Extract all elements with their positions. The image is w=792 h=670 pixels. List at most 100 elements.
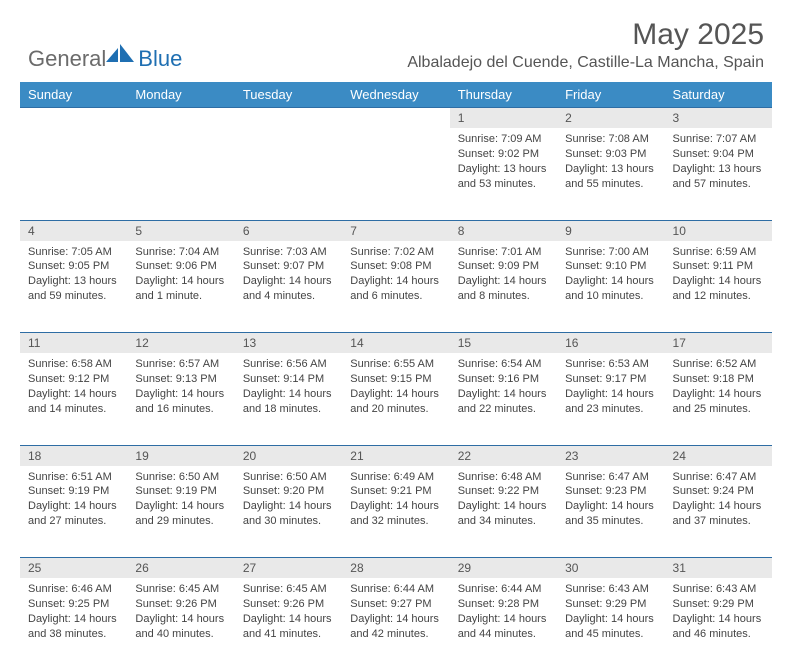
day-body-cell: Sunrise: 6:51 AMSunset: 9:19 PMDaylight:… [20,466,127,558]
daylight-text: Daylight: 14 hours and 32 minutes. [350,499,441,529]
day-body-cell: Sunrise: 6:44 AMSunset: 9:28 PMDaylight:… [450,578,557,670]
day-number-cell: 28 [342,558,449,579]
daylight-text: Daylight: 14 hours and 40 minutes. [135,612,226,642]
sunrise-text: Sunrise: 7:09 AM [458,132,549,147]
weekday-header: Saturday [665,82,772,108]
sunrise-text: Sunrise: 6:47 AM [565,470,656,485]
sunset-text: Sunset: 9:16 PM [458,372,549,387]
sunset-text: Sunset: 9:12 PM [28,372,119,387]
day-body-cell: Sunrise: 6:59 AMSunset: 9:11 PMDaylight:… [665,241,772,333]
sunrise-text: Sunrise: 7:04 AM [135,245,226,260]
day-body-cell: Sunrise: 6:58 AMSunset: 9:12 PMDaylight:… [20,353,127,445]
sunset-text: Sunset: 9:21 PM [350,484,441,499]
day-body-cell: Sunrise: 6:43 AMSunset: 9:29 PMDaylight:… [557,578,664,670]
daylight-text: Daylight: 14 hours and 1 minute. [135,274,226,304]
day-number-cell: 8 [450,220,557,241]
day-number-cell: 14 [342,333,449,354]
day-number-cell: 23 [557,445,664,466]
sunrise-text: Sunrise: 7:05 AM [28,245,119,260]
sunset-text: Sunset: 9:23 PM [565,484,656,499]
sunset-text: Sunset: 9:19 PM [28,484,119,499]
weekday-header: Wednesday [342,82,449,108]
daylight-text: Daylight: 14 hours and 6 minutes. [350,274,441,304]
sunset-text: Sunset: 9:27 PM [350,597,441,612]
day-body-cell: Sunrise: 6:50 AMSunset: 9:19 PMDaylight:… [127,466,234,558]
daylight-text: Daylight: 14 hours and 46 minutes. [673,612,764,642]
daylight-text: Daylight: 14 hours and 10 minutes. [565,274,656,304]
day-body-row: Sunrise: 7:09 AMSunset: 9:02 PMDaylight:… [20,128,772,220]
weekday-header: Sunday [20,82,127,108]
sunrise-text: Sunrise: 6:52 AM [673,357,764,372]
sunset-text: Sunset: 9:26 PM [135,597,226,612]
sunrise-text: Sunrise: 6:44 AM [458,582,549,597]
daylight-text: Daylight: 14 hours and 27 minutes. [28,499,119,529]
daylight-text: Daylight: 14 hours and 37 minutes. [673,499,764,529]
sunset-text: Sunset: 9:09 PM [458,259,549,274]
sunset-text: Sunset: 9:02 PM [458,147,549,162]
sunrise-text: Sunrise: 7:02 AM [350,245,441,260]
day-number-cell: 13 [235,333,342,354]
day-body-cell [342,128,449,220]
day-number-cell: 15 [450,333,557,354]
day-body-cell: Sunrise: 6:50 AMSunset: 9:20 PMDaylight:… [235,466,342,558]
day-body-cell: Sunrise: 6:44 AMSunset: 9:27 PMDaylight:… [342,578,449,670]
logo-sail-icon [106,44,134,62]
sunset-text: Sunset: 9:14 PM [243,372,334,387]
sunrise-text: Sunrise: 6:54 AM [458,357,549,372]
sunrise-text: Sunrise: 6:57 AM [135,357,226,372]
day-number-cell: 10 [665,220,772,241]
day-body-cell [235,128,342,220]
day-number-cell: 31 [665,558,772,579]
day-body-cell: Sunrise: 6:47 AMSunset: 9:23 PMDaylight:… [557,466,664,558]
day-body-row: Sunrise: 6:46 AMSunset: 9:25 PMDaylight:… [20,578,772,670]
day-number-cell [127,108,234,129]
daylight-text: Daylight: 14 hours and 44 minutes. [458,612,549,642]
sunrise-text: Sunrise: 6:59 AM [673,245,764,260]
sunset-text: Sunset: 9:20 PM [243,484,334,499]
day-number-cell: 9 [557,220,664,241]
sunrise-text: Sunrise: 6:50 AM [243,470,334,485]
day-body-row: Sunrise: 7:05 AMSunset: 9:05 PMDaylight:… [20,241,772,333]
daylight-text: Daylight: 14 hours and 12 minutes. [673,274,764,304]
daylight-text: Daylight: 14 hours and 14 minutes. [28,387,119,417]
daylight-text: Daylight: 14 hours and 45 minutes. [565,612,656,642]
sunrise-text: Sunrise: 6:53 AM [565,357,656,372]
day-body-cell: Sunrise: 6:46 AMSunset: 9:25 PMDaylight:… [20,578,127,670]
sunrise-text: Sunrise: 6:50 AM [135,470,226,485]
day-body-cell: Sunrise: 6:48 AMSunset: 9:22 PMDaylight:… [450,466,557,558]
daylight-text: Daylight: 13 hours and 53 minutes. [458,162,549,192]
daylight-text: Daylight: 13 hours and 57 minutes. [673,162,764,192]
sunrise-text: Sunrise: 6:45 AM [135,582,226,597]
weekday-header: Tuesday [235,82,342,108]
day-body-cell: Sunrise: 7:04 AMSunset: 9:06 PMDaylight:… [127,241,234,333]
day-body-cell: Sunrise: 6:55 AMSunset: 9:15 PMDaylight:… [342,353,449,445]
day-number-cell: 19 [127,445,234,466]
sunrise-text: Sunrise: 6:49 AM [350,470,441,485]
logo-text-blue: Blue [138,46,182,72]
month-title: May 2025 [407,18,764,52]
logo-text-general: General [28,46,106,72]
day-number-cell: 29 [450,558,557,579]
sunrise-text: Sunrise: 6:43 AM [565,582,656,597]
sunrise-text: Sunrise: 7:01 AM [458,245,549,260]
sunrise-text: Sunrise: 7:03 AM [243,245,334,260]
sunrise-text: Sunrise: 6:51 AM [28,470,119,485]
daylight-text: Daylight: 14 hours and 42 minutes. [350,612,441,642]
day-body-cell: Sunrise: 7:05 AMSunset: 9:05 PMDaylight:… [20,241,127,333]
sunset-text: Sunset: 9:15 PM [350,372,441,387]
header: General Blue May 2025 Albaladejo del Cue… [0,0,792,76]
sunrise-text: Sunrise: 6:58 AM [28,357,119,372]
sunset-text: Sunset: 9:24 PM [673,484,764,499]
day-body-row: Sunrise: 6:58 AMSunset: 9:12 PMDaylight:… [20,353,772,445]
sunset-text: Sunset: 9:03 PM [565,147,656,162]
sunrise-text: Sunrise: 6:56 AM [243,357,334,372]
day-number-cell: 22 [450,445,557,466]
sunset-text: Sunset: 9:08 PM [350,259,441,274]
sunrise-text: Sunrise: 6:45 AM [243,582,334,597]
sunset-text: Sunset: 9:18 PM [673,372,764,387]
title-block: May 2025 Albaladejo del Cuende, Castille… [407,18,764,72]
daylight-text: Daylight: 14 hours and 38 minutes. [28,612,119,642]
sunset-text: Sunset: 9:29 PM [673,597,764,612]
day-number-cell: 3 [665,108,772,129]
day-body-row: Sunrise: 6:51 AMSunset: 9:19 PMDaylight:… [20,466,772,558]
